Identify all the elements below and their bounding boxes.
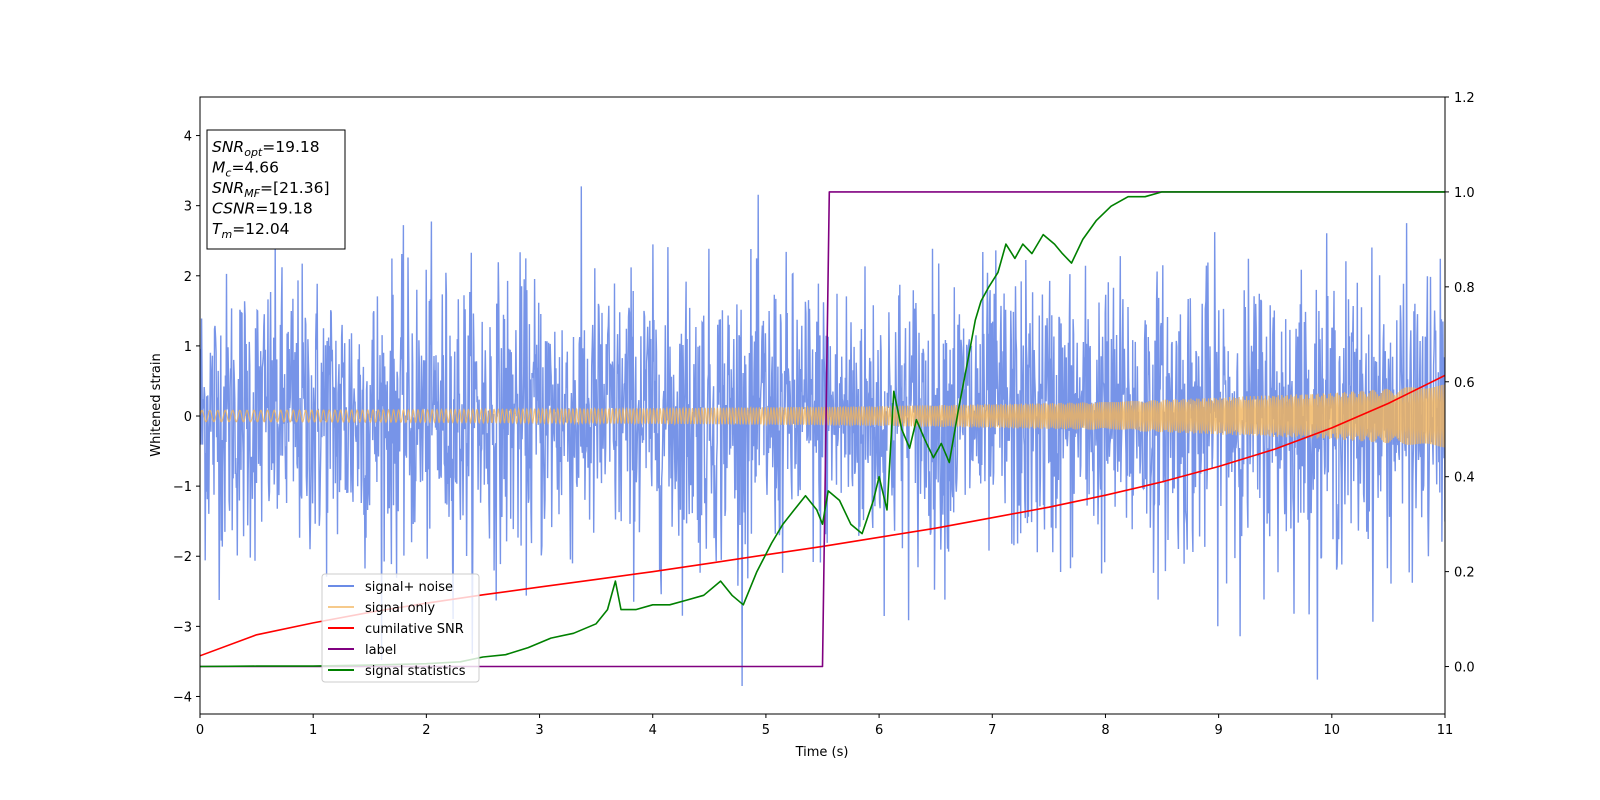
legend-label: signal statistics	[365, 664, 466, 679]
legend-label: signal+ noise	[365, 580, 453, 595]
annotation-box: SNRopt=19.18Mc=4.66SNRMF=[21.36]CSNR=19.…	[206, 129, 346, 250]
x-tick-label: 7	[988, 723, 996, 738]
y-tick-label: 0	[184, 410, 192, 425]
annotation-line: Mc=4.66	[212, 159, 279, 180]
x-tick-label: 8	[1101, 723, 1109, 738]
y-tick-label: −4	[173, 690, 192, 705]
y-tick-label: 2	[184, 270, 192, 285]
legend: signal+ noise signal only cumilative SNR la…	[321, 573, 480, 683]
y2-tick-label: 0.8	[1454, 281, 1475, 296]
y-tick-label: 1	[184, 340, 192, 355]
annotation-line: CSNR=19.18	[212, 200, 313, 218]
annotation-line: SNRopt=19.18	[212, 138, 320, 159]
plot-frame	[199, 96, 1446, 715]
x-tick-label: 1	[309, 723, 317, 738]
legend-label: signal only	[365, 601, 435, 616]
y2-tick-label: 1.0	[1454, 186, 1475, 201]
series-signal-only	[200, 384, 1445, 448]
y-tick-label: −3	[173, 620, 192, 635]
series-signal-noise	[200, 186, 1445, 687]
x-tick-label: 3	[535, 723, 543, 738]
y2-tick-label: 0.2	[1454, 566, 1475, 581]
y-tick-label: 3	[184, 200, 192, 215]
y2-tick-label: 0.0	[1454, 661, 1475, 676]
annotation-line: Tm=12.04	[212, 220, 290, 241]
legend-label: cumilative SNR	[365, 622, 464, 637]
y2-tick-label: 1.2	[1454, 91, 1475, 106]
y-tick-label: −2	[173, 550, 192, 565]
legend-label: label	[365, 643, 396, 658]
x-axis-label: Time (s)	[795, 745, 849, 760]
y2-tick-label: 0.4	[1454, 471, 1475, 486]
legend-frame	[321, 573, 480, 683]
x-tick-label: 2	[422, 723, 430, 738]
y2-tick-label: 0.6	[1454, 376, 1475, 391]
axes-layer: −4 −3 −2 −1 0 1 2 3 4 0.0 0.2 0.4 0.6 0.8 1.0 1.2 0 1 2 3 4 5…	[173, 91, 1475, 738]
y-tick-label: 4	[184, 130, 192, 145]
x-tick-label: 5	[762, 723, 770, 738]
annotation-line: SNRMF=[21.36]	[212, 179, 330, 200]
annotation-frame	[206, 129, 346, 250]
series-label	[200, 191, 1445, 668]
x-tick-label: 4	[649, 723, 657, 738]
x-tick-label: 11	[1437, 723, 1454, 738]
x-tick-label: 9	[1214, 723, 1222, 738]
x-tick-label: 6	[875, 723, 883, 738]
series-signal-statistics	[200, 191, 1445, 668]
x-tick-label: 10	[1324, 723, 1341, 738]
y-tick-label: −1	[173, 480, 192, 495]
x-tick-label: 0	[196, 723, 204, 738]
y-axis-label: Whitened strain	[149, 353, 164, 456]
